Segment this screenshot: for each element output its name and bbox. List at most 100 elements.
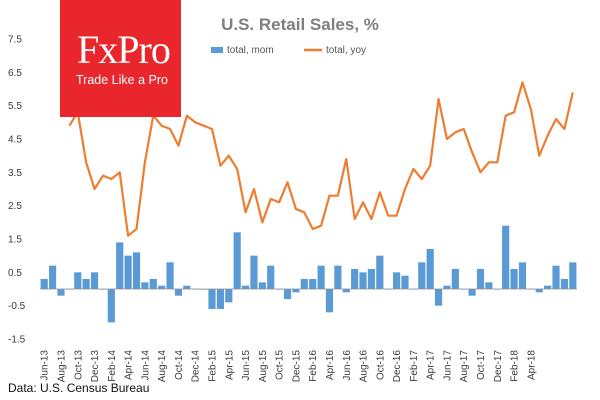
y-tick-label: 1.5: [8, 235, 22, 246]
x-tick-label: Dec-16: [392, 350, 403, 383]
bar-mom: [283, 289, 292, 299]
bar-mom: [485, 282, 493, 289]
legend-label-mom: total, mom: [227, 45, 274, 56]
bar-mom: [300, 279, 308, 289]
bar-mom: [116, 242, 124, 289]
bar-mom: [393, 272, 401, 289]
y-tick-label: 5.5: [8, 101, 22, 112]
x-tick-label: Aug-13: [56, 350, 67, 383]
x-tick-label: Apr-18: [526, 350, 537, 380]
x-tick-label: Apr-16: [325, 350, 336, 380]
bar-mom: [552, 265, 560, 289]
bar-mom: [476, 269, 485, 289]
bar-mom: [57, 289, 65, 296]
bar-mom: [250, 255, 258, 289]
x-tick-label: Jun-15: [241, 350, 252, 381]
x-tick-label: Dec-14: [191, 350, 202, 383]
bar-mom: [535, 289, 543, 293]
y-tick-label: 4.5: [8, 135, 22, 146]
y-tick-label: -0.5: [8, 301, 26, 312]
logo-brand: FxPro: [77, 27, 171, 72]
x-tick-label: Oct-17: [476, 350, 487, 380]
bar-mom: [166, 262, 174, 289]
y-tick-label: 7.5: [8, 35, 22, 46]
bar-mom: [158, 285, 166, 289]
bar-mom: [174, 289, 183, 296]
x-tick-label: Aug-14: [157, 350, 168, 383]
bar-mom: [451, 269, 459, 289]
bar-series-mom: [40, 225, 577, 323]
bar-mom: [342, 289, 350, 293]
bar-mom: [124, 255, 132, 289]
x-tick-label: Jun-13: [40, 350, 51, 381]
bar-mom: [351, 269, 359, 289]
bar-mom: [426, 249, 434, 289]
bar-mom: [183, 285, 191, 289]
bar-mom: [258, 282, 266, 289]
x-tick-label: Aug-16: [359, 350, 370, 383]
y-axis: 7.5 6.5 5.5 4.5 3.5 2.5 1.5 0.5 -0.5 -1.5: [8, 35, 26, 346]
bar-mom: [225, 289, 233, 303]
bar-mom: [74, 272, 82, 289]
y-tick-label: -1.5: [8, 335, 26, 346]
y-tick-label: 3.5: [8, 168, 22, 179]
x-tick-label: Apr-15: [224, 350, 235, 380]
bar-mom: [367, 269, 376, 289]
source-note: Data: U.S. Census Bureau: [8, 381, 150, 395]
x-tick-label: Dec-17: [493, 350, 504, 383]
bar-mom: [40, 279, 48, 289]
x-tick-label: Apr-14: [124, 350, 135, 380]
bar-mom: [216, 289, 224, 309]
bar-mom: [292, 289, 300, 293]
x-tick-label: Feb-18: [510, 350, 521, 382]
bar-mom: [208, 289, 216, 309]
bar-mom: [141, 282, 149, 289]
bar-mom: [82, 279, 90, 289]
x-tick-label: Apr-17: [426, 350, 437, 380]
bar-mom: [418, 262, 426, 289]
bar-mom: [48, 265, 57, 289]
x-axis: Jun-13 Aug-13 Oct-13 Dec-13 Feb-14 Apr-14 Jun-…: [40, 288, 577, 383]
bar-mom: [309, 279, 317, 289]
bar-mom: [325, 289, 334, 313]
bar-mom: [233, 232, 241, 289]
x-tick-label: Oct-14: [174, 350, 185, 380]
bar-mom: [90, 272, 99, 289]
x-tick-label: Oct-13: [73, 350, 84, 380]
bar-mom: [569, 262, 577, 289]
x-tick-label: Feb-14: [107, 350, 118, 382]
y-tick-label: 6.5: [8, 68, 22, 79]
x-tick-label: Feb-15: [208, 350, 219, 382]
bar-mom: [434, 289, 443, 306]
bar-mom: [468, 289, 476, 296]
x-tick-label: Oct-16: [375, 350, 386, 380]
bar-mom: [241, 285, 250, 289]
x-tick-label: Jun-14: [140, 350, 151, 381]
bar-mom: [267, 265, 275, 289]
x-tick-label: Oct-15: [275, 350, 286, 380]
x-tick-label: Aug-15: [258, 350, 269, 383]
bar-mom: [510, 269, 518, 289]
bar-mom: [359, 272, 367, 289]
bar-mom: [317, 265, 325, 289]
x-tick-label: Jun-16: [342, 350, 353, 381]
legend: total, mom total, yoy: [211, 45, 366, 56]
x-tick-label: Feb-16: [308, 350, 319, 382]
bar-mom: [502, 225, 510, 289]
bar-mom: [443, 285, 451, 289]
bar-mom: [518, 262, 527, 289]
legend-label-yoy: total, yoy: [326, 45, 366, 56]
legend-swatch-mom: [211, 47, 223, 53]
x-tick-label: Dec-15: [291, 350, 302, 383]
bar-mom: [401, 275, 409, 289]
bar-mom: [107, 289, 115, 323]
bar-mom: [334, 265, 342, 289]
y-tick-label: 2.5: [8, 201, 22, 212]
x-tick-label: Dec-13: [90, 350, 101, 383]
bar-mom: [132, 252, 141, 289]
bar-mom: [376, 255, 384, 289]
chart-title: U.S. Retail Sales, %: [221, 15, 379, 34]
logo-tagline: Trade Like a Pro: [76, 73, 168, 87]
x-tick-label: Feb-17: [409, 350, 420, 382]
